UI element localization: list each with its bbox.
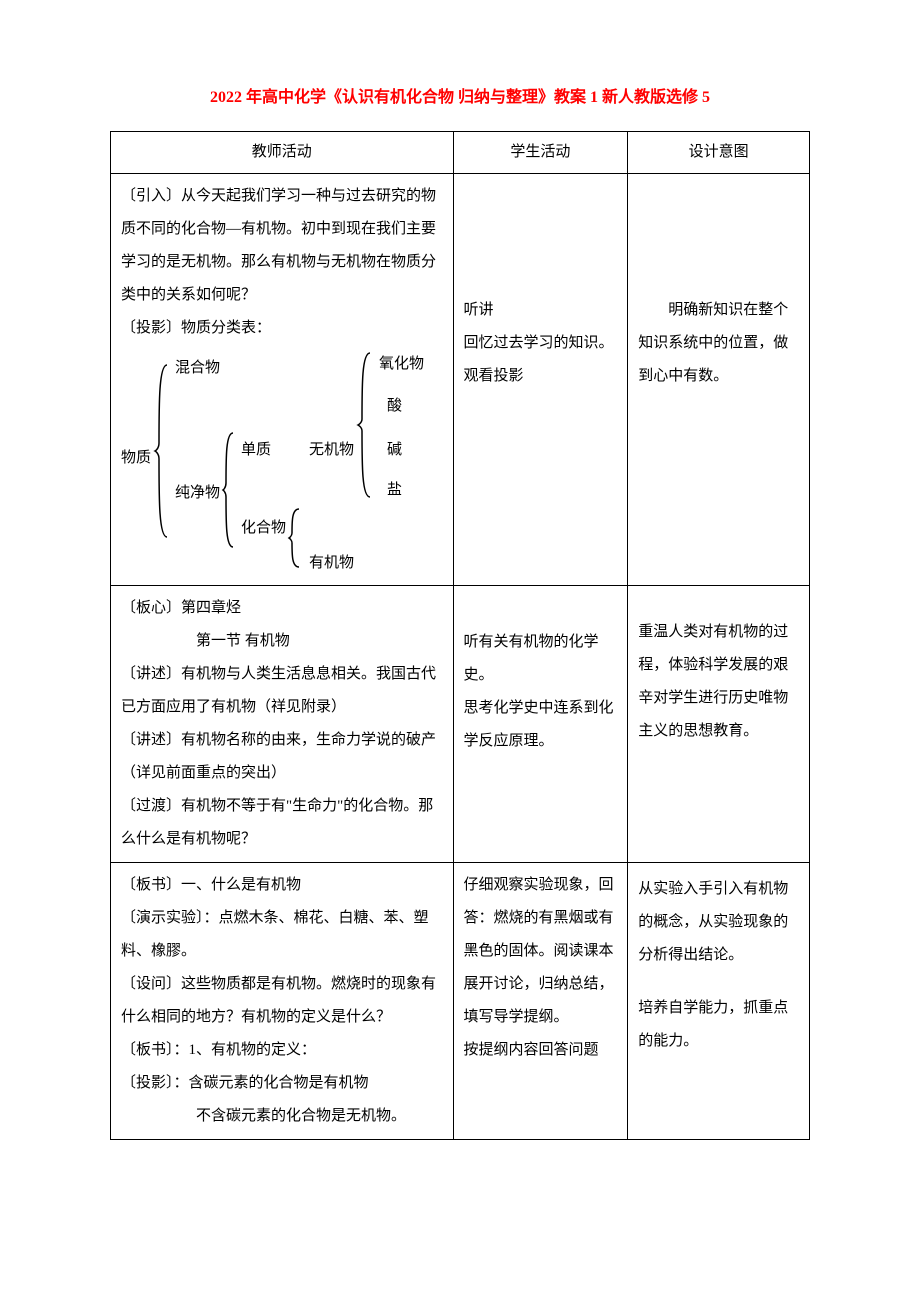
student-text: 听有关有机物的化学史。 <box>464 626 618 692</box>
tree-node: 盐 <box>387 481 402 499</box>
student-text: 思考化学史中连系到化学反应原理。 <box>464 692 618 758</box>
page-title: 2022 年高中化学《认识有机化合物 归纳与整理》教案 1 新人教版选修 5 <box>110 80 810 115</box>
table-row: 〔引入〕从今天起我们学习一种与过去研究的物质不同的化合物—有机物。初中到现在我们… <box>111 174 810 586</box>
teacher-text: 〔演示实验〕：点燃木条、棉花、白糖、苯、塑料、橡膠。 <box>121 902 443 968</box>
header-teacher: 教师活动 <box>111 132 454 174</box>
student-cell: 听讲 回忆过去学习的知识。 观看投影 <box>453 174 628 586</box>
student-text: 按提纲内容回答问题 <box>464 1034 618 1067</box>
student-text: 仔细观察实验现象，回答：燃烧的有黑烟或有黑色的固体。阅读课本展开讨论，归纳总结，… <box>464 869 618 1034</box>
tree-node: 无机物 <box>309 441 354 459</box>
table-row: 〔板心〕第四章烃 第一节 有机物 〔讲述〕有机物与人类生活息息相关。我国古代已方… <box>111 586 810 863</box>
brace-icon <box>221 431 237 549</box>
teacher-text: 〔讲述〕有机物名称的由来，生命力学说的破产（详见前面重点的突出） <box>121 724 443 790</box>
tree-node: 单质 <box>241 441 271 459</box>
teacher-cell: 〔板心〕第四章烃 第一节 有机物 〔讲述〕有机物与人类生活息息相关。我国古代已方… <box>111 586 454 863</box>
classification-tree: 物质 混合物 纯净物 单质 化合物 无机物 有机物 氧化 <box>121 349 443 579</box>
student-cell: 仔细观察实验现象，回答：燃烧的有黑烟或有黑色的固体。阅读课本展开讨论，归纳总结，… <box>453 863 628 1140</box>
student-cell: 听有关有机物的化学史。 思考化学史中连系到化学反应原理。 <box>453 586 628 863</box>
tree-node: 混合物 <box>175 359 220 377</box>
intent-text: 培养自学能力，抓重点的能力。 <box>638 992 799 1058</box>
intent-cell: 重温人类对有机物的过程，体验科学发展的艰辛对学生进行历史唯物主义的思想教育。 <box>628 586 810 863</box>
teacher-text: 〔板书〕一、什么是有机物 <box>121 869 443 902</box>
lesson-plan-table: 教师活动 学生活动 设计意图 〔引入〕从今天起我们学习一种与过去研究的物质不同的… <box>110 131 810 1140</box>
table-header-row: 教师活动 学生活动 设计意图 <box>111 132 810 174</box>
tree-node: 化合物 <box>241 519 286 537</box>
tree-node: 酸 <box>387 397 402 415</box>
tree-root: 物质 <box>121 449 151 467</box>
teacher-text: 〔投影〕：含碳元素的化合物是有机物 <box>121 1067 443 1100</box>
brace-icon <box>287 507 303 569</box>
teacher-intro-text: 〔引入〕从今天起我们学习一种与过去研究的物质不同的化合物—有机物。初中到现在我们… <box>121 180 443 312</box>
teacher-text: 〔板书〕：1、有机物的定义： <box>121 1034 443 1067</box>
brace-icon <box>356 351 374 499</box>
teacher-cell: 〔引入〕从今天起我们学习一种与过去研究的物质不同的化合物—有机物。初中到现在我们… <box>111 174 454 586</box>
student-text: 听讲 <box>464 294 618 327</box>
brace-icon <box>153 363 171 539</box>
teacher-cell: 〔板书〕一、什么是有机物 〔演示实验〕：点燃木条、棉花、白糖、苯、塑料、橡膠。 … <box>111 863 454 1140</box>
teacher-text: 第一节 有机物 <box>121 625 443 658</box>
teacher-text: 不含碳元素的化合物是无机物。 <box>121 1100 443 1133</box>
teacher-text: 〔设问〕这些物质都是有机物。燃烧时的现象有什么相同的地方？有机物的定义是什么？ <box>121 968 443 1034</box>
teacher-text: 〔过渡〕有机物不等于有"生命力"的化合物。那么什么是有机物呢？ <box>121 790 443 856</box>
teacher-projection-label: 〔投影〕物质分类表： <box>121 312 443 345</box>
intent-cell: 从实验入手引入有机物的概念，从实验现象的分析得出结论。 培养自学能力，抓重点的能… <box>628 863 810 1140</box>
teacher-text: 〔板心〕第四章烃 <box>121 592 443 625</box>
header-intent: 设计意图 <box>628 132 810 174</box>
intent-text: 从实验入手引入有机物的概念，从实验现象的分析得出结论。 <box>638 873 799 972</box>
student-text: 回忆过去学习的知识。 <box>464 327 618 360</box>
tree-node: 碱 <box>387 441 402 459</box>
header-student: 学生活动 <box>453 132 628 174</box>
table-row: 〔板书〕一、什么是有机物 〔演示实验〕：点燃木条、棉花、白糖、苯、塑料、橡膠。 … <box>111 863 810 1140</box>
intent-cell: 明确新知识在整个知识系统中的位置，做到心中有数。 <box>628 174 810 586</box>
intent-text: 重温人类对有机物的过程，体验科学发展的艰辛对学生进行历史唯物主义的思想教育。 <box>638 616 799 748</box>
tree-node: 氧化物 <box>379 355 424 373</box>
tree-node: 有机物 <box>309 554 354 572</box>
student-text: 观看投影 <box>464 360 618 393</box>
teacher-text: 〔讲述〕有机物与人类生活息息相关。我国古代已方面应用了有机物（祥见附录） <box>121 658 443 724</box>
tree-node: 纯净物 <box>175 484 220 502</box>
intent-text: 明确新知识在整个知识系统中的位置，做到心中有数。 <box>638 294 799 393</box>
